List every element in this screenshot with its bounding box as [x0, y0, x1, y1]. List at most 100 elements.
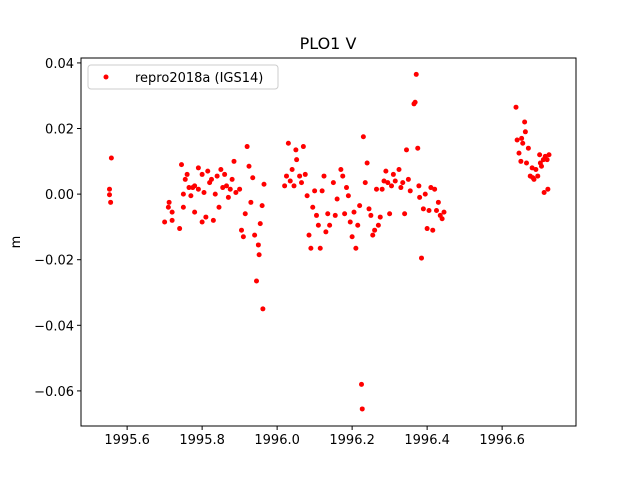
data-point [203, 214, 209, 220]
data-point [220, 185, 226, 191]
data-point [325, 211, 331, 217]
data-point [315, 222, 321, 228]
data-point [165, 204, 171, 210]
data-point [434, 208, 439, 214]
data-point [520, 140, 526, 146]
data-point [546, 152, 552, 158]
data-point [424, 226, 430, 232]
data-point [368, 212, 374, 218]
y-axis-label: m [9, 236, 24, 249]
data-point [182, 176, 188, 182]
data-point [310, 204, 316, 210]
data-point [107, 186, 112, 192]
data-point [439, 216, 445, 222]
data-point [108, 155, 114, 161]
data-point [539, 163, 544, 169]
data-point [435, 199, 441, 205]
data-point [531, 176, 537, 182]
y-tick-label: 0.02 [45, 123, 74, 138]
y-tick-label: 0.04 [45, 57, 74, 72]
data-point [302, 171, 308, 177]
data-point [209, 176, 214, 182]
data-point [364, 160, 370, 166]
data-point [308, 245, 314, 251]
y-tick-label: −0.02 [34, 254, 74, 269]
data-point [412, 99, 418, 105]
data-point [428, 185, 434, 191]
data-point [166, 199, 172, 205]
data-point [415, 145, 421, 151]
data-point [524, 160, 529, 166]
data-point [537, 152, 543, 158]
data-point [417, 194, 423, 200]
data-point [413, 71, 419, 77]
data-point [342, 211, 348, 217]
data-point [304, 193, 310, 199]
data-point [244, 144, 250, 150]
data-point [259, 203, 265, 209]
data-point [357, 203, 363, 209]
data-point [422, 191, 428, 197]
data-point [430, 227, 436, 233]
data-point [169, 217, 175, 223]
data-point [179, 162, 184, 168]
data-point [242, 211, 248, 217]
data-point [312, 188, 318, 194]
data-point [338, 167, 344, 173]
data-point [420, 206, 426, 212]
data-point [402, 211, 408, 217]
data-point [231, 158, 237, 164]
data-point [387, 211, 393, 217]
data-point [293, 147, 299, 153]
data-point [257, 221, 263, 227]
data-point [227, 186, 233, 192]
data-point [522, 119, 528, 125]
data-point [214, 173, 220, 179]
data-point [374, 186, 379, 192]
data-point [306, 232, 312, 238]
data-point [516, 150, 522, 156]
data-point [254, 278, 259, 284]
data-point [385, 180, 391, 186]
data-point [192, 183, 198, 189]
data-point [392, 178, 398, 184]
data-point [535, 173, 541, 179]
data-point [519, 135, 525, 141]
data-point [201, 189, 207, 195]
data-point [188, 193, 194, 199]
data-point [229, 176, 235, 182]
data-point [222, 171, 228, 177]
data-point [514, 137, 520, 143]
data-point [317, 245, 323, 251]
data-point [544, 157, 550, 163]
data-point [239, 227, 244, 233]
x-tick-label: 1996.6 [479, 433, 525, 448]
data-point [541, 189, 547, 195]
data-point [300, 144, 306, 150]
plot-frame [80, 57, 577, 427]
data-point [225, 194, 231, 200]
data-point [184, 171, 190, 177]
data-point [192, 209, 198, 215]
data-point [334, 196, 340, 202]
data-point [345, 193, 351, 199]
data-point [396, 167, 402, 173]
data-point [240, 234, 246, 240]
y-tick-label: −0.04 [34, 319, 74, 334]
data-point [205, 168, 211, 174]
data-point [291, 183, 297, 189]
data-point [260, 306, 266, 312]
data-point [287, 178, 293, 184]
data-point [360, 134, 366, 140]
data-point [282, 183, 288, 189]
data-point [195, 165, 201, 171]
legend-label: repro2018a (IGS14) [135, 71, 263, 86]
data-point [416, 183, 422, 189]
data-point [533, 167, 539, 173]
data-point [180, 191, 186, 197]
data-point [246, 163, 252, 169]
data-point [248, 199, 254, 205]
data-point [522, 129, 528, 135]
